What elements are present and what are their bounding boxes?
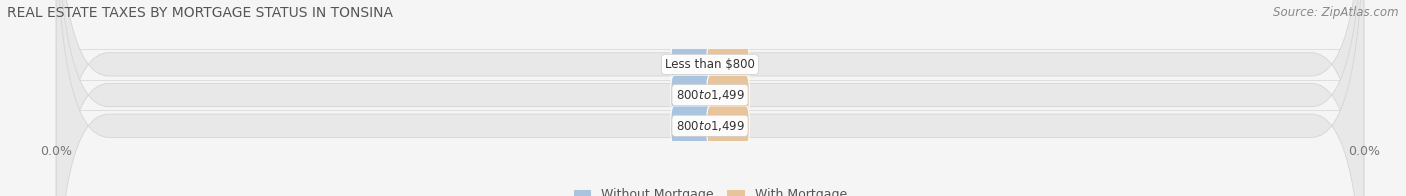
Text: $800 to $1,499: $800 to $1,499 <box>675 88 745 102</box>
Text: Source: ZipAtlas.com: Source: ZipAtlas.com <box>1274 6 1399 19</box>
FancyBboxPatch shape <box>56 0 1364 196</box>
Text: 0.0%: 0.0% <box>676 59 707 69</box>
Text: 0.0%: 0.0% <box>713 121 744 131</box>
Text: 0.0%: 0.0% <box>676 121 707 131</box>
FancyBboxPatch shape <box>707 44 749 84</box>
FancyBboxPatch shape <box>671 75 713 115</box>
FancyBboxPatch shape <box>707 106 749 146</box>
Text: 0.0%: 0.0% <box>713 59 744 69</box>
FancyBboxPatch shape <box>56 0 1364 196</box>
Text: 0.0%: 0.0% <box>676 90 707 100</box>
FancyBboxPatch shape <box>671 44 713 84</box>
Text: REAL ESTATE TAXES BY MORTGAGE STATUS IN TONSINA: REAL ESTATE TAXES BY MORTGAGE STATUS IN … <box>7 6 394 20</box>
FancyBboxPatch shape <box>707 75 749 115</box>
Text: $800 to $1,499: $800 to $1,499 <box>675 119 745 133</box>
Text: Less than $800: Less than $800 <box>665 58 755 71</box>
FancyBboxPatch shape <box>56 0 1364 196</box>
Text: 0.0%: 0.0% <box>713 90 744 100</box>
FancyBboxPatch shape <box>671 106 713 146</box>
Legend: Without Mortgage, With Mortgage: Without Mortgage, With Mortgage <box>572 188 848 196</box>
